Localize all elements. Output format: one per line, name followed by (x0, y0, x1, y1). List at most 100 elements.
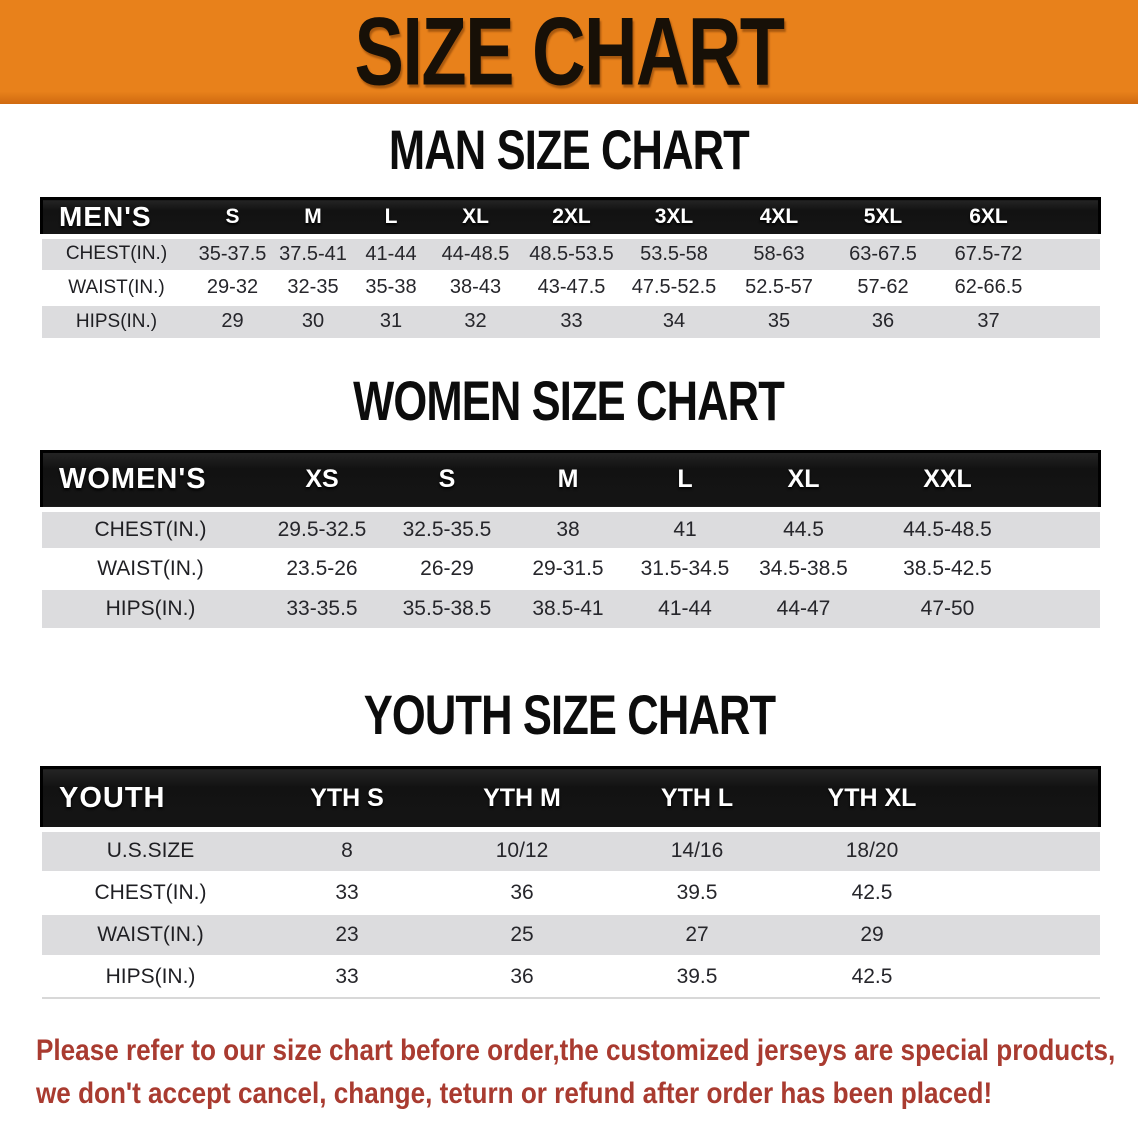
measurement-value: 33-35.5 (259, 588, 385, 630)
measurement-row: HIPS(IN.) 33-35.5 35.5-38.5 38.5-41 41-44 44-… (41, 588, 1100, 630)
measurement-label: WAIST(IN.) (68, 276, 165, 298)
size-column-header: 2XL (521, 197, 622, 239)
youth-section-heading-text: YOUTH SIZE CHART (363, 683, 775, 747)
size-chart-body: MAN SIZE CHART MEN'S S M L XL 2XL 3XL 4XL 5XL 6XL… (0, 118, 1138, 1115)
measurement-value: 29-31.5 (532, 557, 604, 580)
men-size-table: MEN'S S M L XL 2XL 3XL 4XL 5XL 6XL CHEST(IN.) 35-37… (40, 197, 1101, 340)
size-column-header: 6XL (934, 197, 1043, 239)
row-filler-cell (960, 872, 1100, 914)
size-column-header: 4XL (726, 197, 832, 239)
size-header-row: YOUTH YTH S YTH M YTH L YTH XL (40, 766, 1101, 832)
measurement-value: 25 (434, 912, 610, 957)
size-column-header: YTH S (259, 766, 435, 832)
measurement-value: 35.5-38.5 (384, 588, 510, 630)
measurement-value: 33 (335, 880, 359, 904)
measurement-value: 48.5-53.5 (521, 235, 622, 272)
order-disclaimer: Please refer to our size chart before or… (36, 1029, 1138, 1115)
size-column-header: 5XL (831, 197, 935, 239)
measurement-value: 37.5-41 (273, 235, 353, 272)
measurement-value: 52.5-57 (745, 276, 813, 298)
row-filler-cell (1042, 235, 1100, 272)
youth-section-heading: YOUTH SIZE CHART (0, 683, 1138, 747)
disclaimer-line-1: Please refer to our size chart before or… (36, 1033, 1116, 1067)
measurement-value: 36 (510, 964, 534, 988)
measurement-value: 27 (609, 912, 785, 957)
measurement-label: WAIST(IN.) (97, 557, 204, 580)
measurement-value: 58-63 (726, 235, 832, 272)
size-column-header: YTH L (609, 766, 785, 832)
row-filler-cell (1042, 303, 1100, 340)
header-filler-cell (1031, 449, 1101, 512)
measurement-value: 36 (831, 303, 935, 340)
measurement-value: 29-32 (206, 276, 259, 298)
measurement-row: WAIST(IN.) 29-32 32-35 35-38 38-43 43-47.5 47.… (42, 271, 1100, 305)
group-label: MEN'S (40, 197, 192, 239)
measurement-value: 41 (626, 508, 744, 550)
measurement-label: HIPS(IN.) (41, 588, 260, 630)
size-column-header: XS (259, 449, 385, 512)
measurement-value: 44.5-48.5 (863, 508, 1032, 550)
disclaimer-line-2: we don't accept cancel, change, teturn o… (36, 1076, 993, 1110)
measurement-value: 43-47.5 (537, 276, 606, 298)
measurement-value: 38 (509, 508, 627, 550)
men-size-table-wrapper: MEN'S S M L XL 2XL 3XL 4XL 5XL 6XL CHEST(IN.) 35-37… (0, 197, 1138, 340)
measurement-row: CHEST(IN.) 35-37.5 37.5-41 41-44 44-48.5 48.5… (41, 235, 1100, 272)
measurement-label: CHEST(IN.) (94, 880, 207, 904)
measurement-value: 35 (726, 303, 832, 340)
banner-title: SIZE CHART (354, 0, 786, 106)
measurement-value: 32.5-35.5 (384, 508, 510, 550)
row-filler-cell (959, 828, 1100, 873)
measurement-value: 29 (784, 912, 960, 957)
measurement-row: CHEST(IN.) 29.5-32.5 32.5-35.5 38 41 44.5 44.5… (41, 508, 1100, 550)
measurement-row: CHEST(IN.) 33 36 39.5 42.5 (42, 872, 1100, 914)
header-filler-cell (1042, 197, 1101, 239)
size-column-header: L (352, 197, 430, 239)
measurement-value: 36 (510, 880, 534, 904)
measurement-label: HIPS(IN.) (105, 964, 196, 988)
measurement-value: 31 (352, 303, 430, 340)
size-column-header: M (509, 449, 627, 512)
size-column-header: M (273, 197, 353, 239)
measurement-value: 30 (273, 303, 353, 340)
measurement-value: 41-44 (626, 588, 744, 630)
measurement-value: 29.5-32.5 (259, 508, 385, 550)
women-section-heading-text: WOMEN SIZE CHART (353, 369, 786, 432)
measurement-value: 63-67.5 (831, 235, 935, 272)
measurement-value: 41-44 (352, 235, 430, 272)
measurement-value: 37 (934, 303, 1043, 340)
measurement-value: 18/20 (784, 828, 960, 873)
group-label: WOMEN'S (40, 449, 260, 512)
size-column-header: YTH XL (784, 766, 960, 832)
measurement-value: 32 (429, 303, 522, 340)
size-column-header: S (191, 197, 274, 239)
row-filler-cell (1031, 588, 1100, 630)
measurement-value: 29 (191, 303, 274, 340)
measurement-row: HIPS(IN.) 29 30 31 32 33 34 35 36 37 (41, 303, 1100, 340)
measurement-value: 67.5-72 (934, 235, 1043, 272)
size-column-header: XXL (863, 449, 1032, 512)
size-column-header: XL (743, 449, 864, 512)
measurement-label: HIPS(IN.) (41, 303, 192, 340)
size-column-header: 3XL (621, 197, 727, 239)
measurement-value: 38.5-41 (509, 588, 627, 630)
measurement-label: U.S.SIZE (41, 828, 260, 873)
measurement-value: 33 (335, 964, 359, 988)
measurement-value: 57-62 (857, 276, 909, 298)
measurement-value: 44.5 (743, 508, 864, 550)
measurement-value: 32-35 (287, 276, 339, 298)
youth-size-table: YOUTH YTH S YTH M YTH L YTH XL U.S.SIZE 8 10/12… (40, 766, 1101, 999)
measurement-value: 34 (621, 303, 727, 340)
women-section-heading: WOMEN SIZE CHART (0, 369, 1138, 432)
measurement-label: WAIST(IN.) (41, 912, 260, 957)
group-label: YOUTH (40, 766, 260, 832)
row-filler-cell (1043, 271, 1100, 305)
measurement-value: 44-48.5 (429, 235, 522, 272)
size-column-header: L (626, 449, 744, 512)
measurement-value: 42.5 (851, 964, 893, 988)
row-filler-cell (1031, 508, 1100, 550)
measurement-row: WAIST(IN.) 23.5-26 26-29 29-31.5 31.5-34.5 34… (42, 549, 1100, 589)
men-section-heading-text: MAN SIZE CHART (389, 118, 750, 182)
size-column-header: YTH M (434, 766, 610, 832)
measurement-label: CHEST(IN.) (41, 508, 260, 550)
measurement-value: 39.5 (676, 880, 718, 904)
